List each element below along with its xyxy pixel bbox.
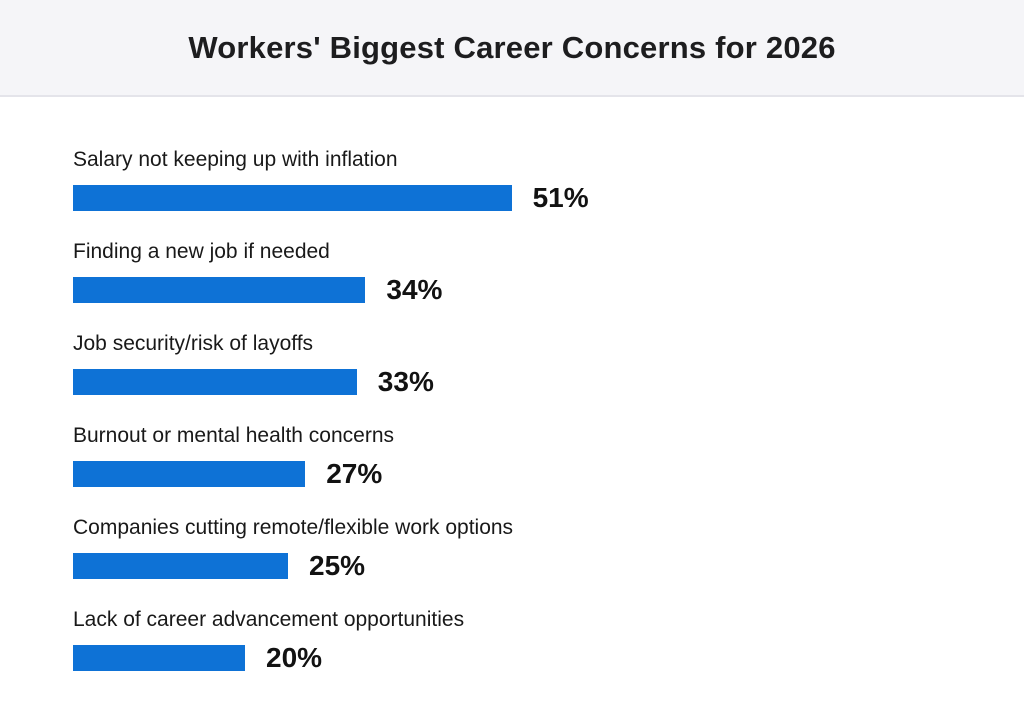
bar-category-label: Salary not keeping up with inflation [73, 148, 398, 171]
bar-row: Lack of career advancement opportunities… [73, 605, 1024, 673]
bar-value-label: 34% [386, 274, 443, 305]
bar-value-label: 27% [326, 458, 383, 489]
bar-line: 20% [73, 642, 1024, 673]
bar-chart: Salary not keeping up with inflation 51% F… [0, 97, 1024, 673]
bar-value-label: 33% [377, 366, 434, 397]
bar [73, 369, 357, 395]
bar-value-label: 25% [309, 550, 366, 581]
bar-line: 25% [73, 550, 1024, 581]
bar-row: Finding a new job if needed 34% [73, 237, 1024, 305]
chart-header: Workers' Biggest Career Concerns for 202… [0, 0, 1024, 97]
bar-line: 33% [73, 366, 1024, 397]
bar-category-label: Job security/risk of layoffs [73, 332, 314, 355]
bar-row: Salary not keeping up with inflation 51% [73, 145, 1024, 213]
bar-category-label: Companies cutting remote/flexible work o… [73, 516, 514, 539]
bar-category-label: Burnout or mental health concerns [73, 424, 395, 447]
bar [73, 553, 288, 579]
bar-category-label: Finding a new job if needed [73, 240, 330, 263]
bar-row: Companies cutting remote/flexible work o… [73, 513, 1024, 581]
bar-row: Job security/risk of layoffs 33% [73, 329, 1024, 397]
bar-value-label: 51% [532, 182, 589, 213]
bar-category-label: Lack of career advancement opportunities [73, 608, 465, 631]
bar [73, 645, 245, 671]
bar-row: Burnout or mental health concerns 27% [73, 421, 1024, 489]
bar-line: 34% [73, 274, 1024, 305]
bar-line: 51% [73, 182, 1024, 213]
bar [73, 277, 366, 303]
bar [73, 461, 306, 487]
bar [73, 185, 512, 211]
page-title: Workers' Biggest Career Concerns for 202… [188, 29, 836, 65]
bar-line: 27% [73, 458, 1024, 489]
bar-value-label: 20% [266, 642, 323, 673]
